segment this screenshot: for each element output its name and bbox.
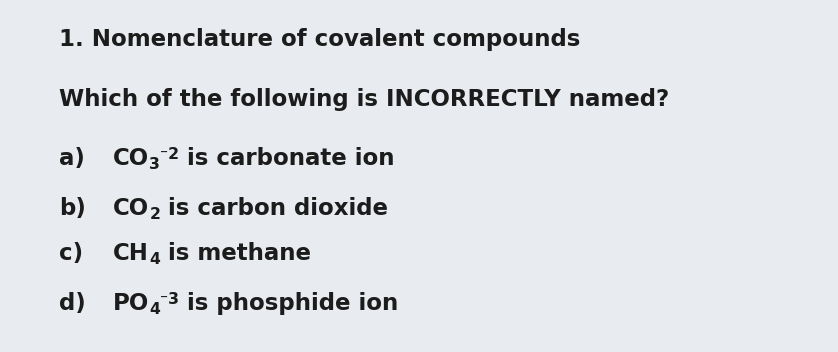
Text: CH: CH [113,243,149,265]
Text: ⁻2: ⁻2 [160,147,179,162]
Text: is carbonate ion: is carbonate ion [179,147,395,170]
Text: CO: CO [113,147,149,170]
Text: 2: 2 [149,207,160,222]
Text: 4: 4 [149,302,160,317]
Text: d): d) [59,292,85,315]
Text: CO: CO [113,197,149,220]
Text: 4: 4 [149,252,160,268]
Text: c): c) [59,243,83,265]
Text: Which of the following is INCORRECTLY named?: Which of the following is INCORRECTLY na… [59,88,669,111]
Text: 3: 3 [149,157,160,172]
Text: PO: PO [113,292,149,315]
Text: 1. Nomenclature of covalent compounds: 1. Nomenclature of covalent compounds [59,28,580,51]
Text: is phosphide ion: is phosphide ion [179,292,399,315]
Text: is methane: is methane [160,243,311,265]
Text: a): a) [59,147,85,170]
Text: b): b) [59,197,85,220]
Text: ⁻3: ⁻3 [160,292,179,307]
Text: is carbon dioxide: is carbon dioxide [160,197,388,220]
